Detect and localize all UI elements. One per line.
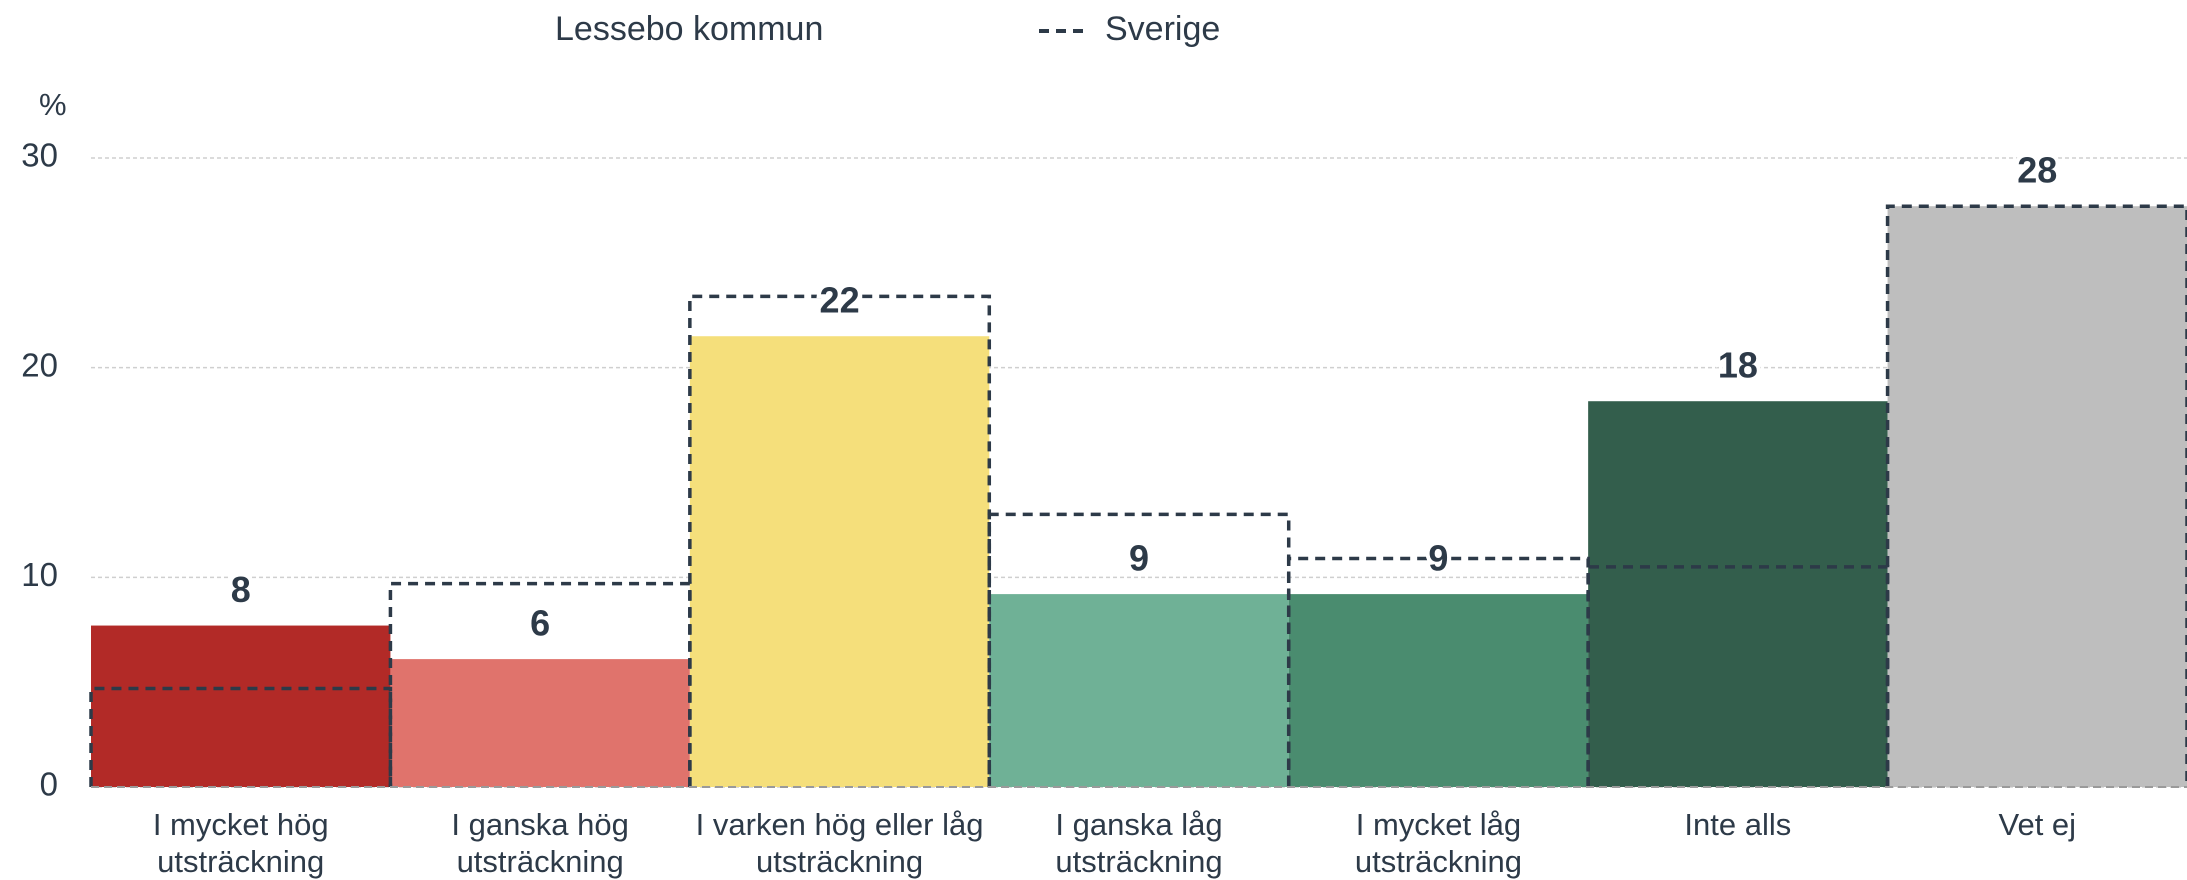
data-label: 8 [231,569,251,610]
data-label: 9 [1129,538,1149,579]
legend-label: Sverige [1105,10,1220,48]
y-axis-label: % [39,87,67,122]
reference-outline [688,294,992,787]
legend-label: Lessebo kommun [555,10,823,48]
x-tick-label: I ganska hög utsträckning [451,807,629,879]
data-label: 6 [530,603,550,644]
reference-outline [987,512,1291,787]
bar [989,594,1289,787]
bar [689,336,990,787]
reference-outline [89,686,393,787]
bar [1588,401,1888,787]
x-tick-label: I mycket låg utsträckning [1354,807,1522,879]
x-tick-label: I varken hög eller låg utsträckning [695,807,984,879]
reference-outline [1885,204,2187,787]
x-tick-label: I mycket hög utsträckning [152,807,329,879]
data-label: 9 [1428,538,1448,579]
reference-outline [1286,556,1590,787]
bar [1288,594,1589,787]
bar [390,659,690,787]
reference-outline [388,581,692,787]
y-tick-label: 30 [21,137,58,174]
y-tick-label: 0 [40,766,58,803]
bar [91,625,391,787]
y-tick-label: 10 [21,556,58,593]
x-tick-label: I ganska låg utsträckning [1055,807,1223,879]
data-label: 28 [2017,150,2057,191]
data-label: 18 [1718,345,1758,386]
x-tick-label: Vet ej [1998,807,2077,842]
bar [1887,206,2187,787]
x-tick-label: Inte alls [1684,807,1792,842]
data-label: 22 [820,280,860,321]
y-tick-label: 20 [21,346,58,383]
